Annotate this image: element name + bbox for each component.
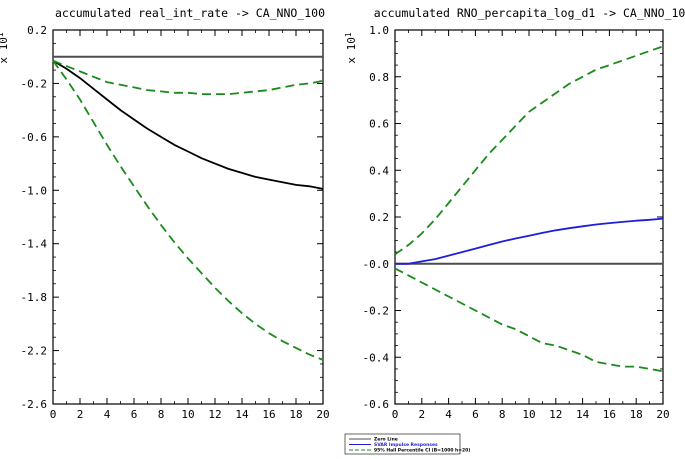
- right-ytick-label: 0.8: [369, 71, 389, 84]
- right-ytick-label: -0.6: [363, 398, 390, 411]
- legend-box: [344, 433, 461, 455]
- left-xtick-label: 12: [208, 408, 221, 421]
- left-chart-panel: accumulated real_int_rate -> CA_NNO_100 …: [0, 6, 330, 421]
- right-xtick-label: 8: [499, 408, 506, 421]
- right-series-ci_lower: [394, 267, 664, 373]
- right-ytick-label: -0.2: [363, 305, 390, 318]
- left-xtick-label: 0: [50, 408, 57, 421]
- right-plot-area: 1.0 0.8 0.6 0.4 0.2 -0.0 -0.2 -0.4 -0.60 2 4 6 8 10 12…: [363, 24, 670, 421]
- left-xtick-label: 14: [235, 408, 249, 421]
- right-ytick-label: 0.2: [369, 211, 389, 224]
- right-xtick-label: 12: [549, 408, 562, 421]
- right-ytick-label: 0.4: [369, 164, 389, 177]
- left-plot-area: 0.2 -0.2 -0.6 -1.0 -1.4 -1.8 -2.2 -2.60 2 4 6 8 10 12…: [21, 24, 330, 421]
- right-ytick-label: 0.6: [369, 118, 389, 131]
- left-xtick-label: 6: [131, 408, 138, 421]
- left-scale-label: x 101: [0, 32, 10, 64]
- left-ytick-label: -1.4: [21, 238, 48, 251]
- left-ytick-label: -0.6: [21, 131, 48, 144]
- right-xtick-label: 14: [576, 408, 590, 421]
- left-series-irf: [52, 59, 324, 190]
- right-xtick-label: 2: [418, 408, 425, 421]
- right-xtick-label: 6: [472, 408, 479, 421]
- right-xtick-label: 18: [630, 408, 643, 421]
- right-xtick-label: 4: [445, 408, 452, 421]
- left-series-ci_lower: [52, 60, 324, 361]
- legend-label-irf: SVAR Impulse Responses: [374, 442, 438, 448]
- right-ytick-label: 1.0: [369, 24, 389, 37]
- left-xtick-label: 2: [77, 408, 84, 421]
- right-xtick-label: 20: [656, 408, 669, 421]
- right-scale-label: x 101: [344, 32, 358, 64]
- left-ytick-label: -2.2: [21, 345, 48, 358]
- right-chart-panel: accumulated RNO_percapita_log_d1 -> CA_N…: [344, 6, 685, 421]
- left-xtick-label: 20: [316, 408, 329, 421]
- left-ytick-label: -1.8: [21, 291, 48, 304]
- right-ytick-label: -0.4: [363, 351, 390, 364]
- left-ytick-label: 0.2: [27, 24, 47, 37]
- left-xtick-label: 8: [158, 408, 165, 421]
- legend-label-ci: 95% Hall Percentile CI (B=1000 h=20): [374, 448, 470, 454]
- right-xtick-label: 10: [522, 408, 535, 421]
- right-xtick-label: 16: [603, 408, 616, 421]
- right-xtick-label: 0: [392, 408, 399, 421]
- left-ytick-label: -2.6: [21, 398, 48, 411]
- left-xtick-label: 18: [289, 408, 302, 421]
- right-series-ci_upper: [394, 45, 664, 256]
- left-xtick-label: 4: [104, 408, 111, 421]
- left-ytick-label: -0.2: [21, 77, 48, 90]
- right-series-irf: [395, 217, 664, 265]
- right-ytick-label: -0.0: [363, 258, 390, 271]
- left-series-ci_upper: [52, 59, 324, 95]
- left-ytick-label: -1.0: [21, 184, 48, 197]
- left-chart-title: accumulated real_int_rate -> CA_NNO_100: [55, 6, 325, 20]
- right-chart-title: accumulated RNO_percapita_log_d1 -> CA_N…: [374, 6, 685, 20]
- legend-label-zero: Zero Line: [374, 437, 398, 443]
- left-xtick-label: 10: [181, 408, 194, 421]
- left-xtick-label: 16: [262, 408, 275, 421]
